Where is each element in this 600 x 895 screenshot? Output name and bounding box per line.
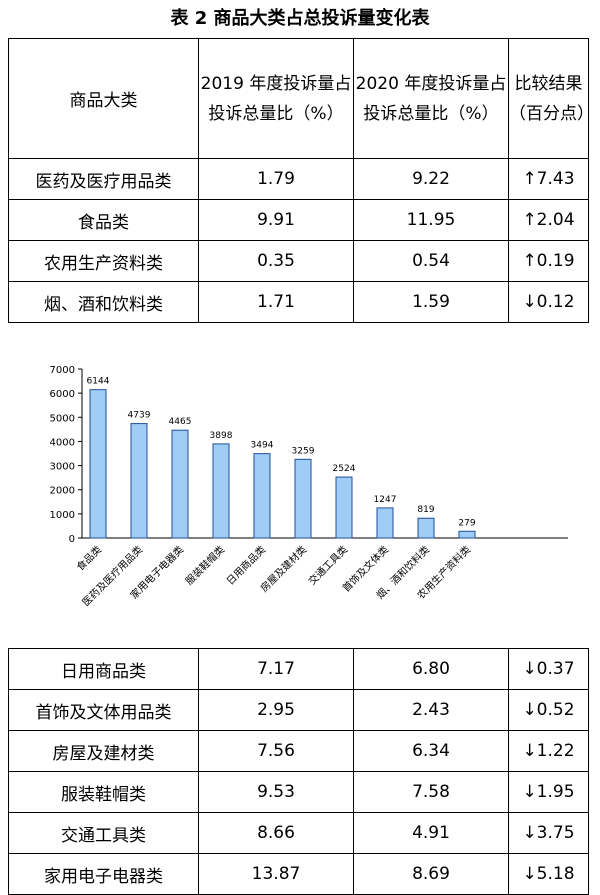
header-2019-share: 2019 年度投诉量占投诉总量比（%） xyxy=(198,38,354,159)
bar-data-label: 279 xyxy=(458,518,475,528)
change-cell: ↓1.22 xyxy=(508,730,589,772)
bar xyxy=(376,507,394,539)
share-2020-cell: 9.22 xyxy=(353,158,509,200)
table-row: 食品类 9.91 11.95 ↑2.04 xyxy=(8,199,589,241)
bar-data-label: 3259 xyxy=(292,446,315,456)
share-2019-cell: 1.79 xyxy=(198,158,354,200)
category-cell: 食品类 xyxy=(8,199,199,241)
share-2019-cell: 9.91 xyxy=(198,199,354,241)
category-cell: 农用生产资料类 xyxy=(8,240,199,282)
table-row: 房屋及建材类 7.56 6.34 ↓1.22 xyxy=(8,730,589,772)
header-2020-share: 2020 年度投诉量占投诉总量比（%） xyxy=(353,38,509,159)
category-cell: 首饰及文体用品类 xyxy=(8,689,199,731)
category-cell: 日用商品类 xyxy=(8,648,199,690)
complaints-bar-chart: 0 1000 2000 3000 4000 5000 6000 7000 6144 食品类 4739… xyxy=(8,325,588,648)
share-2020-cell: 8.69 xyxy=(353,853,509,895)
table-row: 服装鞋帽类 9.53 7.58 ↓1.95 xyxy=(8,771,589,813)
category-cell: 烟、酒和饮料类 xyxy=(8,281,199,323)
bar-data-label: 1247 xyxy=(374,495,397,505)
table-title: 表 2 商品大类占总投诉量变化表 xyxy=(170,8,430,29)
bar-data-label: 819 xyxy=(417,505,434,515)
bar xyxy=(130,423,148,539)
table-row: 烟、酒和饮料类 1.71 1.59 ↓0.12 xyxy=(8,281,589,323)
bar xyxy=(335,476,353,539)
change-cell: ↓0.52 xyxy=(508,689,589,731)
share-2020-cell: 4.91 xyxy=(353,812,509,854)
bar xyxy=(171,429,189,539)
table-row: 医药及医疗用品类 1.79 9.22 ↑7.43 xyxy=(8,158,589,200)
share-2020-cell: 6.34 xyxy=(353,730,509,772)
share-2020-cell: 6.80 xyxy=(353,648,509,690)
share-2019-cell: 1.71 xyxy=(198,281,354,323)
share-2019-cell: 9.53 xyxy=(198,771,354,813)
share-2020-cell: 2.43 xyxy=(353,689,509,731)
share-2019-cell: 8.66 xyxy=(198,812,354,854)
bar-data-label: 3494 xyxy=(251,441,274,451)
share-2019-cell: 0.35 xyxy=(198,240,354,282)
share-2020-cell: 7.58 xyxy=(353,771,509,813)
bar-data-label: 2524 xyxy=(333,464,356,474)
bar xyxy=(212,443,230,539)
y-tick-label: 4000 xyxy=(50,437,75,448)
category-cell: 医药及医疗用品类 xyxy=(8,158,199,200)
share-2019-cell: 13.87 xyxy=(198,853,354,895)
change-cell: ↑7.43 xyxy=(508,158,589,200)
bar xyxy=(458,530,476,539)
y-tick-label: 1000 xyxy=(50,510,75,521)
category-cell: 服装鞋帽类 xyxy=(8,771,199,813)
share-2019-cell: 7.17 xyxy=(198,648,354,690)
header-change: 比较结果（百分点） xyxy=(508,38,589,159)
change-cell: ↑0.19 xyxy=(508,240,589,282)
change-cell: ↓1.95 xyxy=(508,771,589,813)
bar xyxy=(253,453,271,539)
table-row: 家用电子电器类 13.87 8.69 ↓5.18 xyxy=(8,853,589,895)
bar xyxy=(417,517,435,539)
y-tick-label: 3000 xyxy=(50,462,75,473)
change-cell: ↓0.37 xyxy=(508,648,589,690)
bar xyxy=(294,458,312,539)
bar-data-label: 6144 xyxy=(87,377,110,387)
table-row: 农用生产资料类 0.35 0.54 ↑0.19 xyxy=(8,240,589,282)
share-2020-cell: 1.59 xyxy=(353,281,509,323)
table-row: 日用商品类 7.17 6.80 ↓0.37 xyxy=(8,648,589,690)
share-2020-cell: 11.95 xyxy=(353,199,509,241)
category-tick-label: 服装鞋帽类 xyxy=(183,543,228,588)
y-tick-label: 7000 xyxy=(50,365,75,376)
category-tick-label: 日用商品类 xyxy=(224,543,269,588)
category-cell: 房屋及建材类 xyxy=(8,730,199,772)
change-cell: ↑2.04 xyxy=(508,199,589,241)
table-header-row: 商品大类 2019 年度投诉量占投诉总量比（%） 2020 年度投诉量占投诉总量… xyxy=(8,38,589,159)
header-category: 商品大类 xyxy=(8,38,199,159)
category-cell: 交通工具类 xyxy=(8,812,199,854)
category-tick-label: 食品类 xyxy=(74,543,104,573)
share-2020-cell: 0.54 xyxy=(353,240,509,282)
category-cell: 家用电子电器类 xyxy=(8,853,199,895)
y-tick-label: 5000 xyxy=(50,413,75,424)
bar xyxy=(89,389,107,539)
change-cell: ↓3.75 xyxy=(508,812,589,854)
bar-data-label: 3898 xyxy=(210,431,233,441)
share-2019-cell: 2.95 xyxy=(198,689,354,731)
comparison-table-top: 商品大类 2019 年度投诉量占投诉总量比（%） 2020 年度投诉量占投诉总量… xyxy=(8,38,589,323)
change-cell: ↓5.18 xyxy=(508,853,589,895)
table-row: 首饰及文体用品类 2.95 2.43 ↓0.52 xyxy=(8,689,589,731)
table-row: 交通工具类 8.66 4.91 ↓3.75 xyxy=(8,812,589,854)
bar-data-label: 4465 xyxy=(169,417,192,427)
bar-data-label: 4739 xyxy=(128,411,151,421)
category-tick-label: 交通工具类 xyxy=(306,543,351,588)
y-tick-label: 6000 xyxy=(50,389,75,400)
chart-svg: 0 1000 2000 3000 4000 5000 6000 7000 6144 食品类 4739… xyxy=(50,365,568,609)
comparison-table-bottom: 日用商品类 7.17 6.80 ↓0.37 首饰及文体用品类 2.95 2.43 ↓0.52 房… xyxy=(8,648,589,895)
share-2019-cell: 7.56 xyxy=(198,730,354,772)
change-cell: ↓0.12 xyxy=(508,281,589,323)
y-tick-label: 2000 xyxy=(50,486,75,497)
y-tick-label: 0 xyxy=(69,534,75,545)
